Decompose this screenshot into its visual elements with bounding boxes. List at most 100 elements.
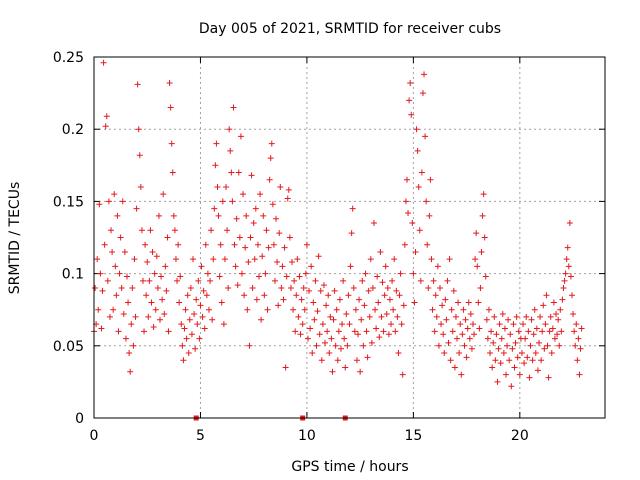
data-point xyxy=(298,296,305,303)
data-point xyxy=(495,345,502,352)
data-point xyxy=(528,316,535,323)
data-point xyxy=(277,183,284,190)
data-point xyxy=(324,328,331,335)
data-point xyxy=(210,256,217,263)
data-point xyxy=(446,256,453,263)
data-point xyxy=(130,342,137,349)
data-point xyxy=(102,123,109,130)
data-point xyxy=(174,277,181,284)
data-point xyxy=(178,321,185,328)
data-point xyxy=(181,325,188,332)
data-point xyxy=(578,325,585,332)
data-point xyxy=(406,97,413,104)
data-point xyxy=(454,335,461,342)
data-point xyxy=(103,113,110,120)
data-point xyxy=(253,296,260,303)
data-point xyxy=(378,313,385,320)
data-point xyxy=(553,311,560,318)
x-tick-label: 10 xyxy=(298,428,316,444)
data-point xyxy=(469,321,476,328)
data-point xyxy=(226,126,233,133)
data-point xyxy=(266,176,273,183)
data-point xyxy=(271,277,278,284)
data-point xyxy=(308,263,315,270)
data-point xyxy=(571,328,578,335)
data-point xyxy=(292,328,299,335)
data-point xyxy=(557,306,564,313)
data-point xyxy=(280,296,287,303)
data-point xyxy=(329,368,336,375)
data-point xyxy=(418,169,425,176)
data-point xyxy=(532,350,539,357)
data-point xyxy=(436,285,443,292)
data-point xyxy=(341,335,348,342)
data-point xyxy=(234,282,241,289)
data-point xyxy=(165,328,172,335)
data-point xyxy=(340,277,347,284)
data-point xyxy=(476,325,483,332)
data-point xyxy=(270,241,277,248)
data-point xyxy=(250,220,257,227)
data-point xyxy=(179,342,186,349)
data-point xyxy=(460,306,467,313)
data-point xyxy=(362,270,369,277)
data-point xyxy=(427,176,434,183)
data-point xyxy=(287,285,294,292)
data-point xyxy=(369,285,376,292)
data-point xyxy=(238,270,245,277)
data-point xyxy=(402,198,409,205)
data-point xyxy=(509,345,516,352)
data-point xyxy=(456,350,463,357)
data-point xyxy=(560,285,567,292)
data-point xyxy=(451,364,458,371)
data-point xyxy=(482,273,489,280)
data-point xyxy=(166,79,173,86)
data-point xyxy=(487,350,494,357)
data-point xyxy=(561,277,568,284)
data-point xyxy=(264,306,271,313)
data-point xyxy=(144,259,151,266)
data-point xyxy=(269,201,276,208)
plot-frame xyxy=(93,56,606,419)
data-point xyxy=(508,383,515,390)
data-point xyxy=(547,313,554,320)
data-point xyxy=(152,306,159,313)
data-point xyxy=(452,313,459,320)
data-point xyxy=(426,212,433,219)
data-point xyxy=(286,234,293,241)
data-point xyxy=(458,371,465,378)
data-point xyxy=(411,299,418,306)
data-point xyxy=(424,241,431,248)
data-point xyxy=(462,316,469,323)
data-point xyxy=(160,191,167,198)
data-point xyxy=(572,342,579,349)
data-point xyxy=(375,299,382,306)
data-point xyxy=(485,306,492,313)
data-point xyxy=(504,342,511,349)
data-point xyxy=(244,306,251,313)
data-point xyxy=(488,328,495,335)
chart-title: Day 005 of 2021, SRMTID for receiver cub… xyxy=(199,21,501,37)
data-point xyxy=(219,198,226,205)
data-point xyxy=(290,306,297,313)
data-point xyxy=(282,364,289,371)
y-tick-label: 0.05 xyxy=(53,339,84,355)
data-point xyxy=(388,321,395,328)
data-point xyxy=(343,311,350,318)
data-point xyxy=(204,270,211,277)
data-point xyxy=(188,331,195,338)
data-point xyxy=(112,263,119,270)
data-point xyxy=(249,285,256,292)
data-point xyxy=(513,313,520,320)
y-tick-label: 0.15 xyxy=(53,194,84,210)
data-point xyxy=(357,368,364,375)
data-point xyxy=(155,212,162,219)
data-point xyxy=(445,339,452,346)
data-point xyxy=(566,220,573,227)
data-point xyxy=(118,285,125,292)
data-point xyxy=(311,316,318,323)
data-point xyxy=(498,335,505,342)
data-point xyxy=(218,299,225,306)
data-point xyxy=(191,311,198,318)
data-point xyxy=(358,316,365,323)
